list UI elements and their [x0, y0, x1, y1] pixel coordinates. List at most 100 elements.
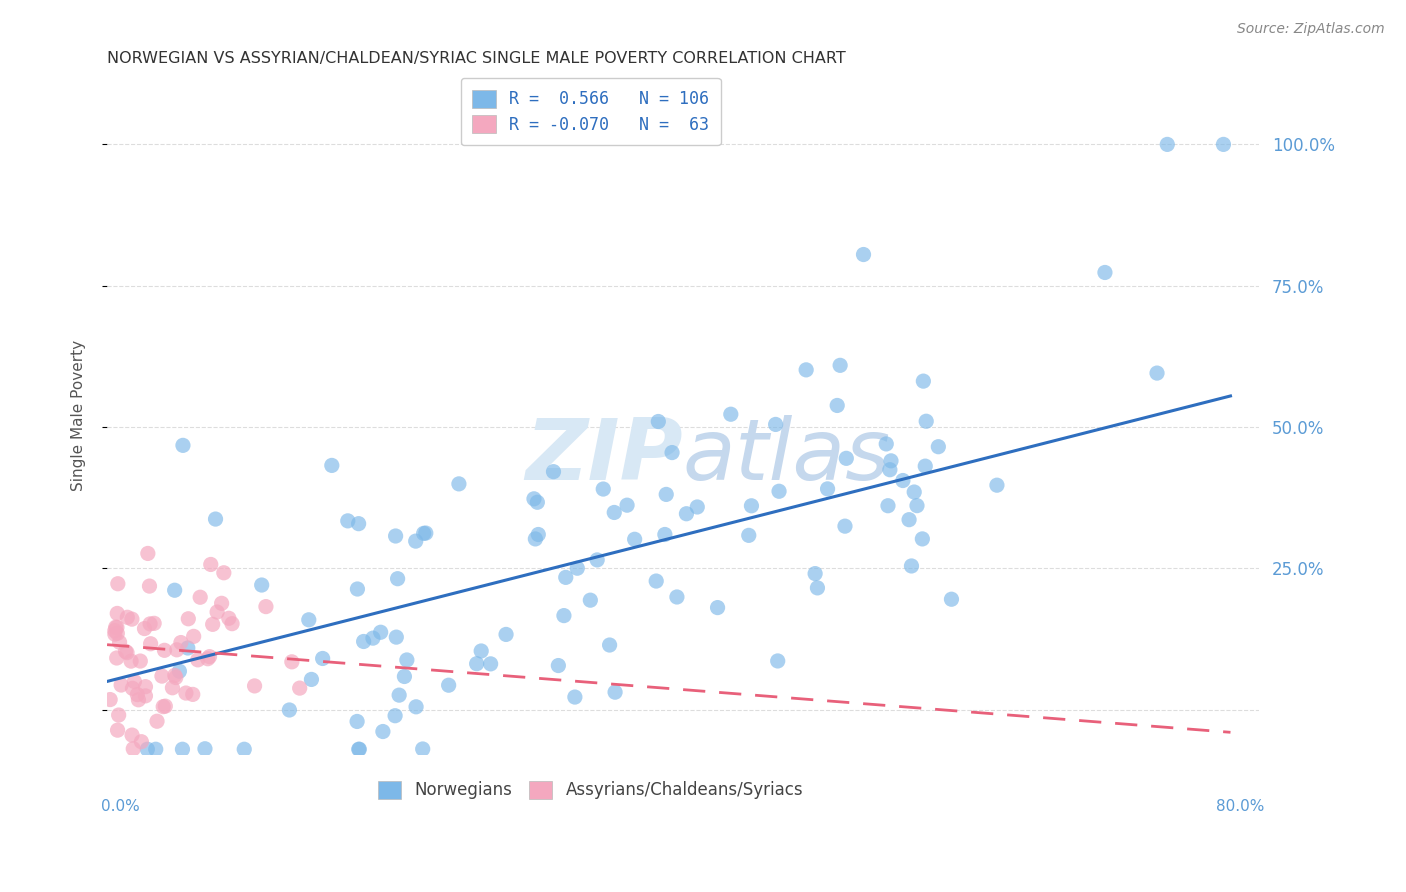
Point — [647, 415, 669, 429]
Point — [311, 651, 333, 665]
Point — [162, 681, 184, 695]
Point — [706, 600, 728, 615]
Point — [603, 506, 626, 520]
Point — [221, 616, 243, 631]
Point — [205, 605, 228, 619]
Point — [903, 485, 925, 500]
Text: ZIP: ZIP — [526, 415, 683, 498]
Point — [768, 484, 790, 499]
Point — [804, 566, 827, 581]
Point — [579, 593, 602, 607]
Point — [134, 622, 156, 636]
Point — [740, 499, 762, 513]
Point — [346, 582, 368, 596]
Point — [817, 482, 839, 496]
Point — [554, 570, 576, 584]
Point — [470, 644, 492, 658]
Point — [720, 407, 742, 421]
Point — [278, 703, 301, 717]
Point — [567, 561, 589, 575]
Point — [738, 528, 761, 542]
Point — [349, 742, 371, 756]
Point — [198, 649, 221, 664]
Point — [172, 742, 194, 756]
Point — [794, 363, 817, 377]
Point — [115, 646, 138, 660]
Point — [927, 440, 949, 454]
Point — [465, 657, 488, 671]
Point — [437, 678, 460, 692]
Point — [165, 671, 187, 685]
Point — [900, 558, 922, 573]
Point — [321, 458, 343, 473]
Point — [675, 507, 697, 521]
Point — [183, 629, 205, 643]
Point — [891, 474, 914, 488]
Point — [177, 612, 200, 626]
Point — [177, 640, 200, 655]
Point — [129, 654, 152, 668]
Point — [212, 566, 235, 580]
Point — [163, 668, 186, 682]
Point — [623, 533, 645, 547]
Point — [174, 686, 197, 700]
Point — [592, 482, 614, 496]
Point — [371, 724, 394, 739]
Point — [153, 643, 176, 657]
Point — [136, 742, 159, 756]
Point — [765, 417, 787, 432]
Point — [547, 658, 569, 673]
Point — [121, 681, 143, 696]
Point — [564, 690, 586, 704]
Point — [524, 532, 547, 546]
Point — [766, 654, 789, 668]
Point — [243, 679, 266, 693]
Point — [806, 581, 828, 595]
Point — [139, 637, 162, 651]
Point — [526, 495, 548, 509]
Point — [1146, 366, 1168, 380]
Point — [121, 728, 143, 742]
Point — [169, 664, 191, 678]
Point — [387, 572, 409, 586]
Point — [150, 669, 173, 683]
Point — [384, 529, 406, 543]
Point — [553, 608, 575, 623]
Point — [104, 620, 127, 634]
Point — [830, 359, 852, 373]
Point — [654, 527, 676, 541]
Point — [166, 642, 188, 657]
Point — [347, 742, 370, 756]
Point — [301, 673, 323, 687]
Point — [479, 657, 502, 671]
Text: NORWEGIAN VS ASSYRIAN/CHALDEAN/SYRIAC SINGLE MALE POVERTY CORRELATION CHART: NORWEGIAN VS ASSYRIAN/CHALDEAN/SYRIAC SI… — [107, 51, 846, 66]
Point — [104, 627, 127, 641]
Y-axis label: Single Male Poverty: Single Male Poverty — [72, 340, 86, 491]
Point — [655, 487, 678, 501]
Point — [986, 478, 1008, 492]
Point — [138, 579, 160, 593]
Point — [388, 688, 411, 702]
Point — [412, 742, 434, 756]
Point — [835, 451, 858, 466]
Point — [136, 546, 159, 560]
Point — [288, 681, 311, 695]
Point — [105, 626, 128, 640]
Point — [543, 465, 565, 479]
Point — [250, 578, 273, 592]
Point — [108, 635, 131, 649]
Point — [880, 454, 903, 468]
Point — [412, 526, 434, 541]
Point — [395, 653, 418, 667]
Point — [898, 513, 921, 527]
Point — [661, 445, 683, 459]
Point — [163, 583, 186, 598]
Point — [110, 678, 132, 692]
Point — [586, 553, 609, 567]
Point — [353, 634, 375, 648]
Point — [114, 644, 136, 658]
Point — [616, 498, 638, 512]
Point — [233, 742, 256, 756]
Point — [523, 491, 546, 506]
Text: Source: ZipAtlas.com: Source: ZipAtlas.com — [1237, 22, 1385, 37]
